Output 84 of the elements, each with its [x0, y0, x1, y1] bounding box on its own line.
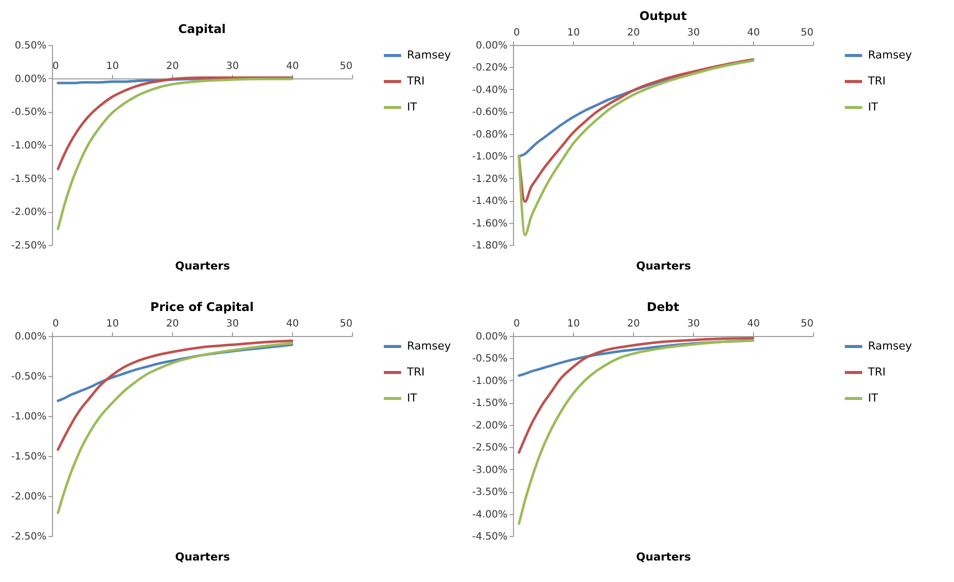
legend-label: IT: [868, 100, 878, 114]
y-tick-label: -4.50%: [472, 532, 508, 542]
x-axis-title: Quarters: [175, 550, 230, 564]
x-tick-label: 0: [52, 60, 59, 72]
legend-label: IT: [868, 392, 878, 404]
y-tick-label: -2.50%: [11, 532, 46, 542]
chart-title: Output: [639, 9, 687, 23]
line-series: [56, 76, 294, 170]
y-tick-label: -1.00%: [472, 376, 508, 387]
x-tick-label: 50: [800, 318, 814, 330]
x-tick-label: 50: [340, 60, 352, 72]
y-tick-label: -2.00%: [11, 207, 46, 218]
x-tick-label: 0: [514, 28, 520, 38]
x-tick-label: 40: [747, 28, 760, 38]
x-tick-label: 40: [747, 318, 760, 330]
y-tick-label: -0.50%: [472, 354, 508, 365]
y-tick-label: 0.00%: [14, 74, 46, 85]
y-tick-label: -1.50%: [11, 452, 46, 462]
chart-title: Debt: [646, 300, 680, 314]
legend-label: Ramsey: [868, 340, 912, 352]
x-tick-label: 30: [687, 318, 700, 330]
y-tick-label: 0.00%: [476, 40, 508, 52]
x-tick-label: 10: [106, 318, 119, 330]
y-tick-label: -4.00%: [472, 509, 508, 520]
y-tick-label: -1.00%: [11, 412, 46, 422]
x-tick-label: 40: [286, 60, 299, 72]
x-tick-label: 0: [52, 318, 59, 330]
y-tick-label: 0.00%: [476, 332, 508, 342]
y-tick-label: 0.50%: [14, 40, 46, 52]
y-tick-label: -2.50%: [11, 240, 46, 252]
y-tick-label: -1.40%: [472, 196, 508, 208]
legend-label: Ramsey: [407, 340, 452, 352]
x-tick-label: 20: [166, 60, 179, 72]
x-tick-label: 20: [627, 28, 640, 38]
y-tick-label: -1.50%: [472, 398, 508, 410]
line-series: [518, 339, 754, 525]
y-tick-label: -1.80%: [472, 240, 508, 252]
legend-label: IT: [407, 100, 418, 114]
y-tick-label: -2.00%: [11, 492, 46, 502]
x-axis-title: Quarters: [636, 260, 692, 272]
y-tick-label: -0.20%: [472, 62, 508, 74]
x-tick-label: 10: [567, 28, 580, 38]
y-tick-label: -0.40%: [472, 84, 508, 96]
x-tick-label: 10: [106, 60, 119, 72]
x-axis-title: Quarters: [636, 550, 692, 564]
y-tick-label: -1.00%: [472, 152, 508, 163]
y-tick-label: 0.00%: [14, 332, 46, 342]
y-tick-label: -1.20%: [472, 174, 508, 185]
y-tick-label: -1.50%: [11, 174, 46, 185]
x-axis-title: Quarters: [175, 260, 230, 272]
chart-title: Price of Capital: [150, 300, 254, 314]
legend-label: TRI: [867, 74, 886, 88]
x-tick-label: 30: [226, 60, 239, 72]
x-tick-label: 30: [226, 318, 239, 330]
x-tick-label: 30: [687, 28, 700, 38]
y-tick-label: -0.50%: [11, 107, 46, 118]
line-series: [518, 59, 754, 236]
line-series: [56, 78, 294, 230]
x-tick-label: 20: [627, 318, 640, 330]
legend-label: TRI: [406, 366, 425, 378]
y-tick-label: -0.60%: [472, 107, 508, 118]
y-tick-label: -2.00%: [472, 420, 508, 432]
x-tick-label: 0: [514, 318, 520, 330]
x-tick-label: 50: [340, 318, 352, 330]
y-tick-label: -0.50%: [11, 372, 46, 382]
y-tick-label: -1.00%: [11, 140, 46, 152]
legend-label: Ramsey: [407, 48, 452, 62]
x-tick-label: 40: [286, 318, 299, 330]
x-tick-label: 10: [567, 318, 580, 330]
y-tick-label: -2.50%: [472, 442, 508, 454]
legend-label: TRI: [406, 74, 425, 88]
line-series: [56, 340, 294, 451]
legend-label: IT: [407, 392, 418, 404]
y-tick-label: -3.50%: [472, 487, 508, 498]
line-series: [518, 336, 754, 454]
x-tick-label: 20: [166, 318, 179, 330]
legend-label: TRI: [867, 366, 886, 378]
y-tick-label: -0.80%: [472, 129, 508, 140]
line-series: [56, 342, 294, 514]
x-tick-label: 50: [800, 28, 814, 38]
y-tick-label: -1.60%: [472, 218, 508, 230]
y-tick-label: -3.00%: [472, 464, 508, 476]
chart-title: Capital: [178, 22, 226, 36]
legend-label: Ramsey: [868, 48, 912, 62]
